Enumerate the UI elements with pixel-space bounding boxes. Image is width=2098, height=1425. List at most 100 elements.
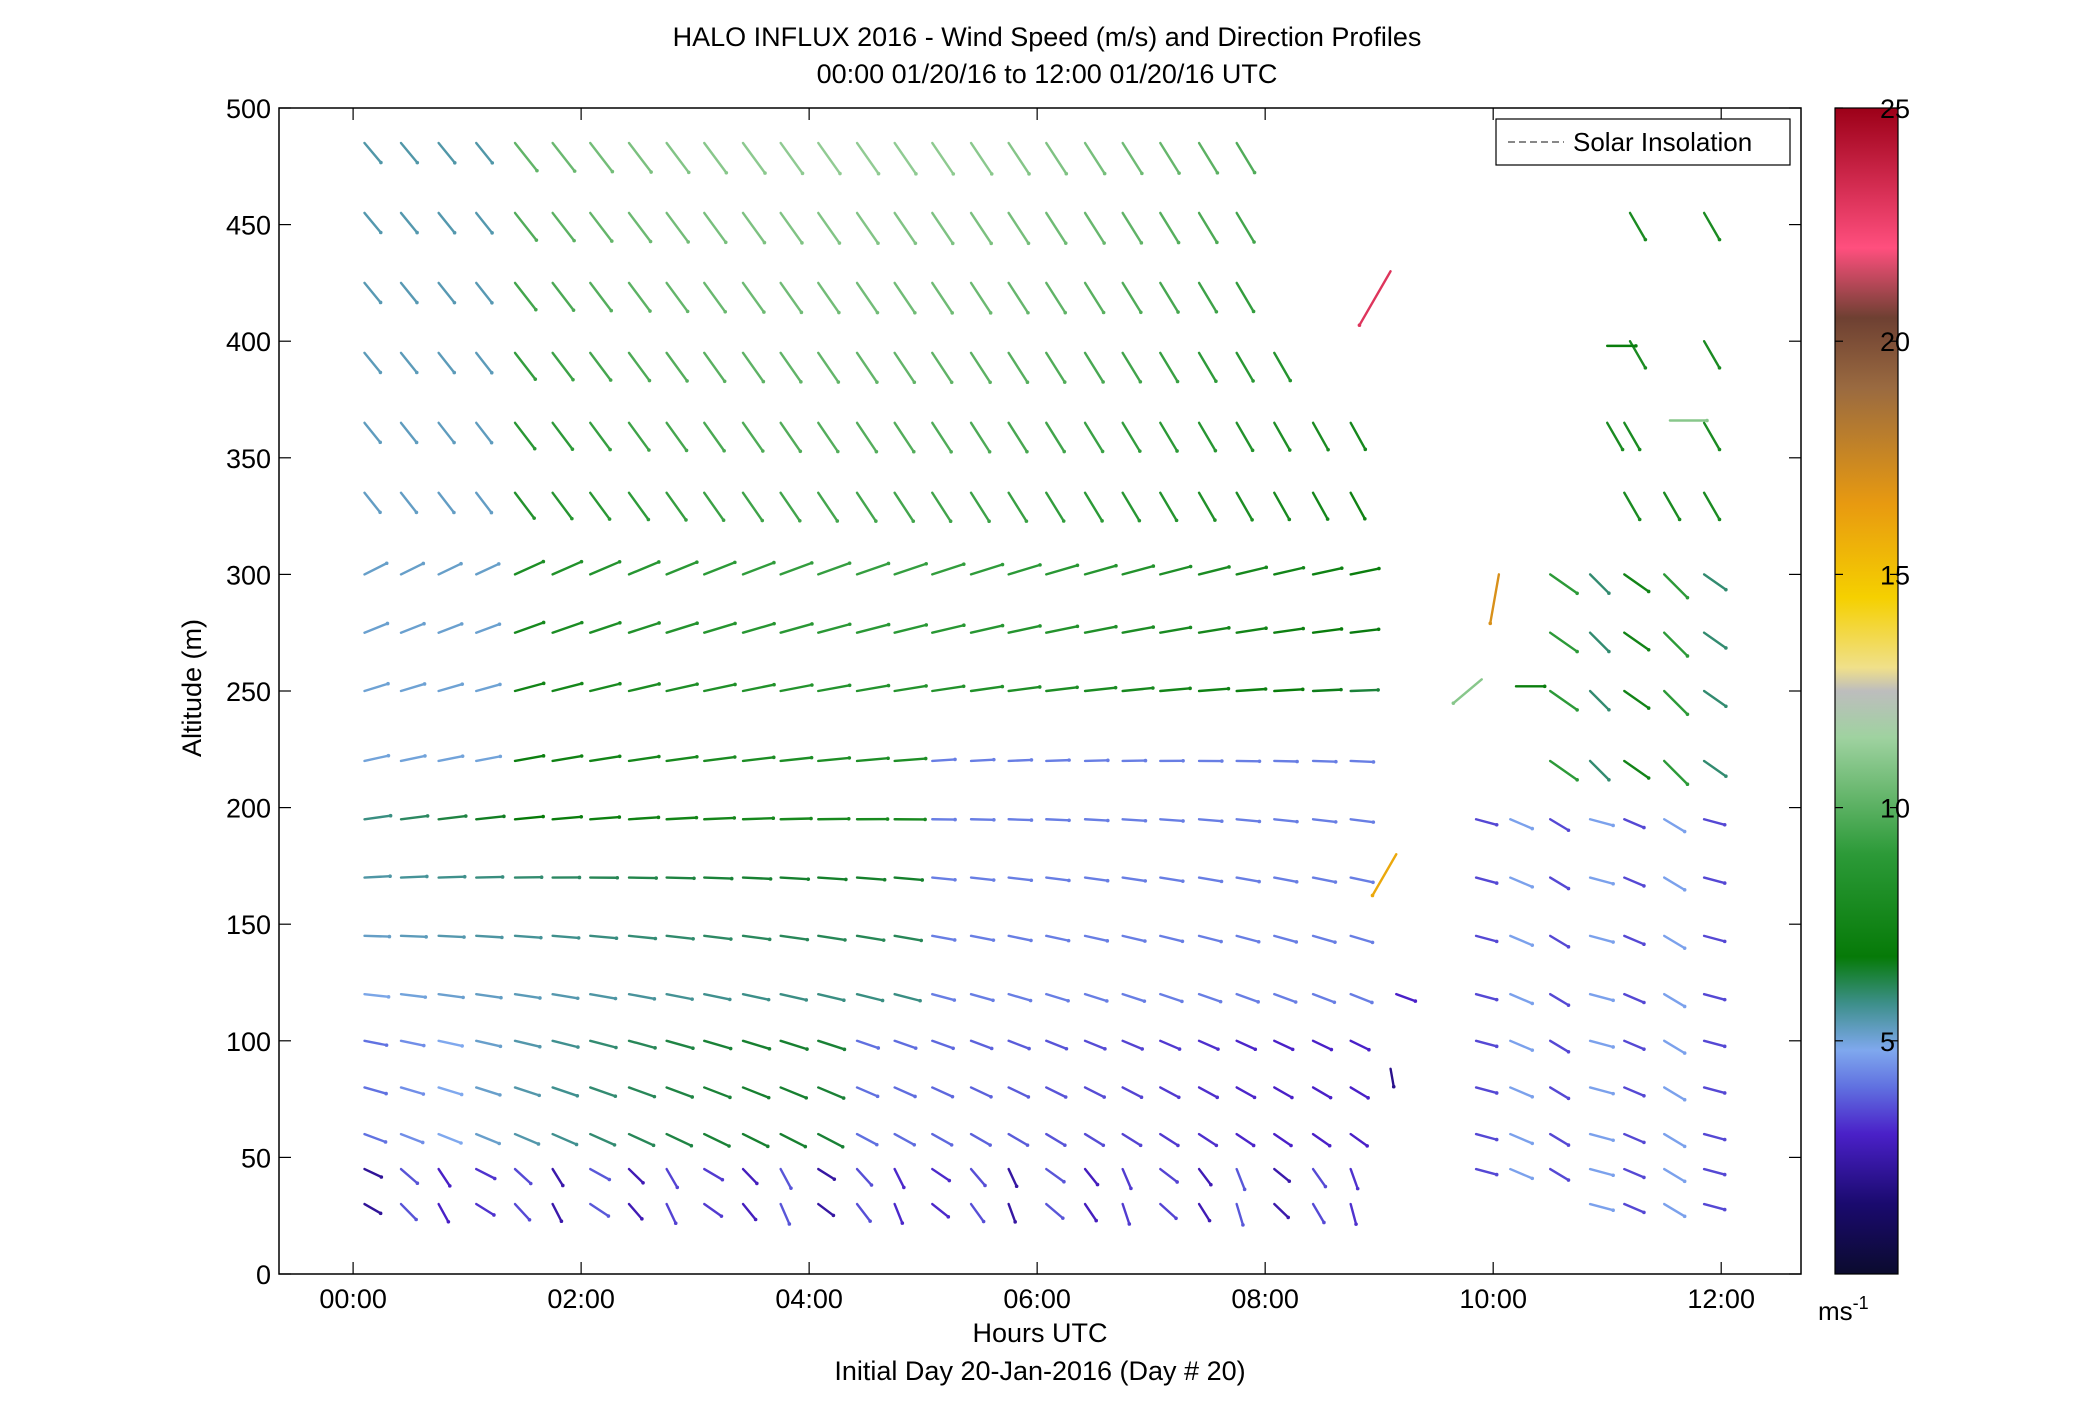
wind-vector-head: [789, 1186, 793, 1190]
wind-vector: [1588, 1167, 1615, 1177]
wind-vector-head: [1530, 943, 1535, 947]
wind-vector: [665, 755, 699, 763]
wind-vector: [779, 876, 810, 881]
wind-vector: [1702, 1167, 1726, 1176]
wind-vector-head: [962, 623, 966, 628]
wind-vector: [551, 281, 575, 312]
wind-vector-head: [902, 1185, 906, 1190]
wind-vector: [665, 351, 689, 383]
wind-vector: [1007, 563, 1042, 576]
wind-vector-head: [1151, 564, 1156, 568]
wind-vector-head: [1646, 706, 1651, 710]
wind-vector-head: [1620, 447, 1625, 452]
wind-vector-head: [607, 1177, 612, 1182]
wind-vector-head: [690, 997, 694, 1001]
wind-vector-head: [761, 379, 766, 384]
wind-vector: [1702, 631, 1728, 650]
wind-vector-head: [1566, 886, 1571, 891]
wind-vector-head: [1100, 519, 1104, 523]
wind-vector-head: [387, 934, 392, 939]
wind-vector: [817, 1167, 836, 1181]
wind-vector: [1159, 687, 1192, 693]
wind-vector-head: [694, 815, 699, 820]
wind-vector-head: [685, 309, 690, 314]
wind-vector: [1121, 625, 1155, 634]
wind-vector-head: [880, 998, 885, 1003]
colorbar-ticks: 5 10 15 20 25: [1835, 94, 1910, 1057]
wind-vector-head: [500, 935, 504, 940]
wind-vector-head: [760, 518, 765, 523]
wind-vector: [589, 1132, 616, 1147]
wind-vector: [1623, 631, 1650, 651]
wind-vector-head: [733, 621, 737, 626]
wind-vector: [665, 1086, 694, 1099]
wind-vector: [551, 141, 576, 173]
wind-vector-head: [1013, 1220, 1017, 1224]
wind-vector: [855, 1086, 879, 1098]
wind-vector: [741, 934, 771, 941]
colorbar-tick-label: 10: [1880, 794, 1910, 824]
wind-vector: [1083, 818, 1110, 822]
wind-vector-head: [1607, 777, 1611, 782]
wind-vector-head: [452, 370, 457, 375]
wind-vector: [1159, 992, 1184, 1003]
y-tick-label: 400: [226, 327, 271, 357]
wind-vector: [1083, 564, 1118, 576]
wind-vector: [363, 1039, 388, 1047]
wind-vector-head: [1494, 1091, 1499, 1095]
wind-vector-head: [691, 936, 695, 941]
wind-vector-head: [1127, 1222, 1132, 1226]
wind-vector-head: [1250, 448, 1255, 453]
wind-vector-head: [913, 241, 918, 246]
wind-vector: [855, 876, 886, 881]
wind-vector: [1548, 1167, 1570, 1182]
wind-vector-head: [415, 1181, 420, 1186]
wind-vector-head: [923, 817, 927, 822]
wind-vector: [779, 211, 804, 245]
wind-vector-head: [1287, 1179, 1292, 1184]
wind-vector: [1623, 573, 1650, 593]
wind-vector-head: [1062, 449, 1067, 454]
wind-vector-head: [950, 1094, 955, 1099]
wind-vector: [1702, 1132, 1726, 1141]
wind-vector-head: [1370, 893, 1375, 898]
wind-vector: [665, 1039, 695, 1050]
wind-vector: [1007, 351, 1029, 384]
wind-vector: [399, 1039, 426, 1047]
wind-vector-head: [1642, 1175, 1646, 1180]
wind-vector-head: [733, 682, 737, 687]
wind-vector: [893, 757, 927, 763]
wind-vector-head: [607, 517, 612, 521]
wind-vector: [969, 351, 992, 384]
wind-vector-head: [1103, 1047, 1107, 1051]
wind-vector: [551, 491, 574, 520]
wind-vector-head: [1227, 565, 1231, 569]
wind-vector-head: [1542, 684, 1547, 689]
wind-vector: [1588, 992, 1615, 1002]
y-tick-label: 450: [226, 211, 271, 241]
wind-vector: [779, 934, 809, 941]
wind-vector-head: [838, 171, 842, 176]
wind-vector-head: [617, 560, 622, 564]
wind-vector: [1121, 1167, 1133, 1190]
wind-vector: [969, 491, 991, 523]
wind-vector: [893, 992, 922, 1002]
wind-vector: [551, 211, 576, 242]
wind-vector-head: [1101, 380, 1105, 384]
wind-vector: [363, 1132, 387, 1144]
wind-vector: [1045, 1132, 1067, 1147]
wind-vector: [1623, 1086, 1646, 1097]
wind-vector-head: [575, 1094, 580, 1098]
wind-vector: [779, 1167, 793, 1190]
wind-vector-head: [923, 756, 928, 761]
wind-vector-head: [1329, 1047, 1334, 1052]
wind-vector-head: [686, 240, 690, 244]
wind-vector-head: [656, 815, 661, 820]
wind-vector-head: [983, 1183, 987, 1188]
wind-vector-head: [723, 309, 728, 314]
wind-vector: [931, 281, 954, 315]
wind-vector: [1702, 1039, 1726, 1048]
wind-vector: [475, 491, 493, 514]
wind-vector: [1349, 1167, 1359, 1190]
wind-vector-head: [497, 622, 502, 626]
